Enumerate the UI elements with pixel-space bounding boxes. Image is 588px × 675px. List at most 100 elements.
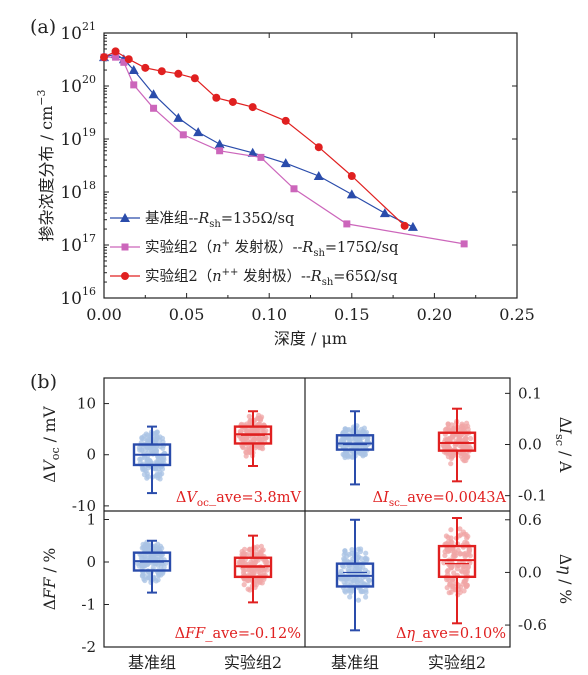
y-tick-base: 10 xyxy=(60,236,82,256)
x-axis-label-text: 深度 / μm xyxy=(274,329,347,348)
data-point xyxy=(467,553,473,559)
circle-marker xyxy=(141,63,150,72)
triangle-marker xyxy=(280,158,291,168)
legend-r: R xyxy=(301,240,313,256)
square-marker xyxy=(120,58,128,66)
legend-sub: sh xyxy=(313,248,325,259)
x-category-label: 实验组2 xyxy=(428,653,486,672)
data-point xyxy=(263,435,269,441)
iqr-box xyxy=(437,544,477,579)
data-point xyxy=(148,446,154,452)
data-point xyxy=(153,466,159,472)
y-tick-label: 0.0 xyxy=(518,436,542,454)
y-tick-base: 10 xyxy=(60,24,82,44)
data-point xyxy=(448,527,454,533)
data-point xyxy=(244,435,250,441)
legend-prefix: 实验组2（ xyxy=(145,239,212,256)
data-point xyxy=(462,436,468,442)
panel-a: (a)0.00 0.05 0.10 0.15 0.20 0.251016101710181… xyxy=(30,16,535,348)
data-point xyxy=(448,564,454,570)
y-tick-label: 1019 xyxy=(60,126,96,150)
series-line xyxy=(103,50,406,227)
label-var: I xyxy=(556,427,574,435)
panel-frame xyxy=(103,377,511,648)
box-baseline xyxy=(335,518,375,632)
x-tick-label: 0.05 xyxy=(169,305,205,324)
y-tick-label: 10 xyxy=(77,395,96,413)
label-unit: _ave=3.8mV xyxy=(209,490,302,506)
data-point xyxy=(363,594,369,600)
y-axis-label: Δη / % xyxy=(556,554,574,604)
data-point xyxy=(344,577,350,584)
data-point xyxy=(442,552,448,559)
y-tick-label: 1016 xyxy=(60,285,96,309)
y-tick-label: 1 xyxy=(86,511,96,529)
circle-marker xyxy=(121,272,129,280)
circle-marker xyxy=(174,69,183,78)
circle-marker xyxy=(111,47,120,56)
legend-value: =65Ω/sq xyxy=(333,269,397,285)
label-delta: Δ xyxy=(41,471,59,482)
y-tick-label: 0.6 xyxy=(518,511,542,529)
data-point xyxy=(346,588,352,594)
data-point xyxy=(446,427,452,433)
data-point xyxy=(259,548,265,554)
data-point xyxy=(355,597,362,603)
iqr-box xyxy=(335,434,375,451)
box-experiment xyxy=(233,534,273,604)
square-marker xyxy=(343,220,351,228)
label-unit: / A xyxy=(556,446,574,473)
data-point xyxy=(462,563,468,569)
data-point xyxy=(249,434,255,441)
data-point xyxy=(446,590,452,596)
data-point xyxy=(142,577,148,584)
data-point xyxy=(246,413,252,419)
box-baseline xyxy=(132,539,172,594)
triangle-marker xyxy=(379,208,390,218)
circle-marker xyxy=(228,97,237,106)
data-point xyxy=(347,594,353,600)
label-delta: Δ xyxy=(176,490,186,506)
circle-marker xyxy=(100,53,108,62)
data-point xyxy=(445,567,451,574)
label-delta: Δ xyxy=(175,626,185,642)
data-point xyxy=(244,578,251,584)
legend-label: 实验组2（n++ 发射极）--Rsh=65Ω/sq xyxy=(145,267,398,288)
box-experiment xyxy=(233,410,273,467)
triangle-marker xyxy=(173,112,184,122)
label-var: FF xyxy=(41,576,59,600)
data-point xyxy=(461,451,467,457)
label-sub: oc xyxy=(49,447,62,460)
series-0 xyxy=(99,49,418,231)
circle-marker xyxy=(190,74,199,83)
data-point xyxy=(243,566,249,573)
data-point xyxy=(153,447,159,453)
data-point xyxy=(464,535,470,541)
data-point xyxy=(341,564,347,570)
label-sub: oc xyxy=(197,497,209,509)
panel-label: (b) xyxy=(30,371,57,393)
data-point xyxy=(252,567,258,573)
x-tick-label: 0.25 xyxy=(499,305,535,324)
y-tick-label: -1 xyxy=(81,596,96,614)
data-point xyxy=(342,548,348,554)
average-annotation: ΔIsc_ave=0.0043A xyxy=(373,490,507,509)
legend-label: 实验组2（n+ 发射极）--Rsh=175Ω/sq xyxy=(145,238,398,259)
data-point xyxy=(360,588,366,595)
label-unit: / % xyxy=(41,548,59,578)
y-tick-base: 10 xyxy=(60,183,82,203)
y-tick-label: -0.1 xyxy=(518,487,547,505)
data-point xyxy=(442,427,448,433)
y-tick-label: -2 xyxy=(81,638,96,656)
data-point xyxy=(461,588,467,594)
data-point xyxy=(137,447,143,453)
square-marker xyxy=(460,240,468,248)
circle-marker xyxy=(347,172,356,181)
triangle-marker xyxy=(346,189,357,199)
data-point xyxy=(363,429,370,435)
y-axis-label: ΔFF / % xyxy=(41,548,59,611)
legend-sub: sh xyxy=(209,219,221,230)
y-tick-exp: 18 xyxy=(82,179,96,192)
data-point xyxy=(463,570,469,577)
